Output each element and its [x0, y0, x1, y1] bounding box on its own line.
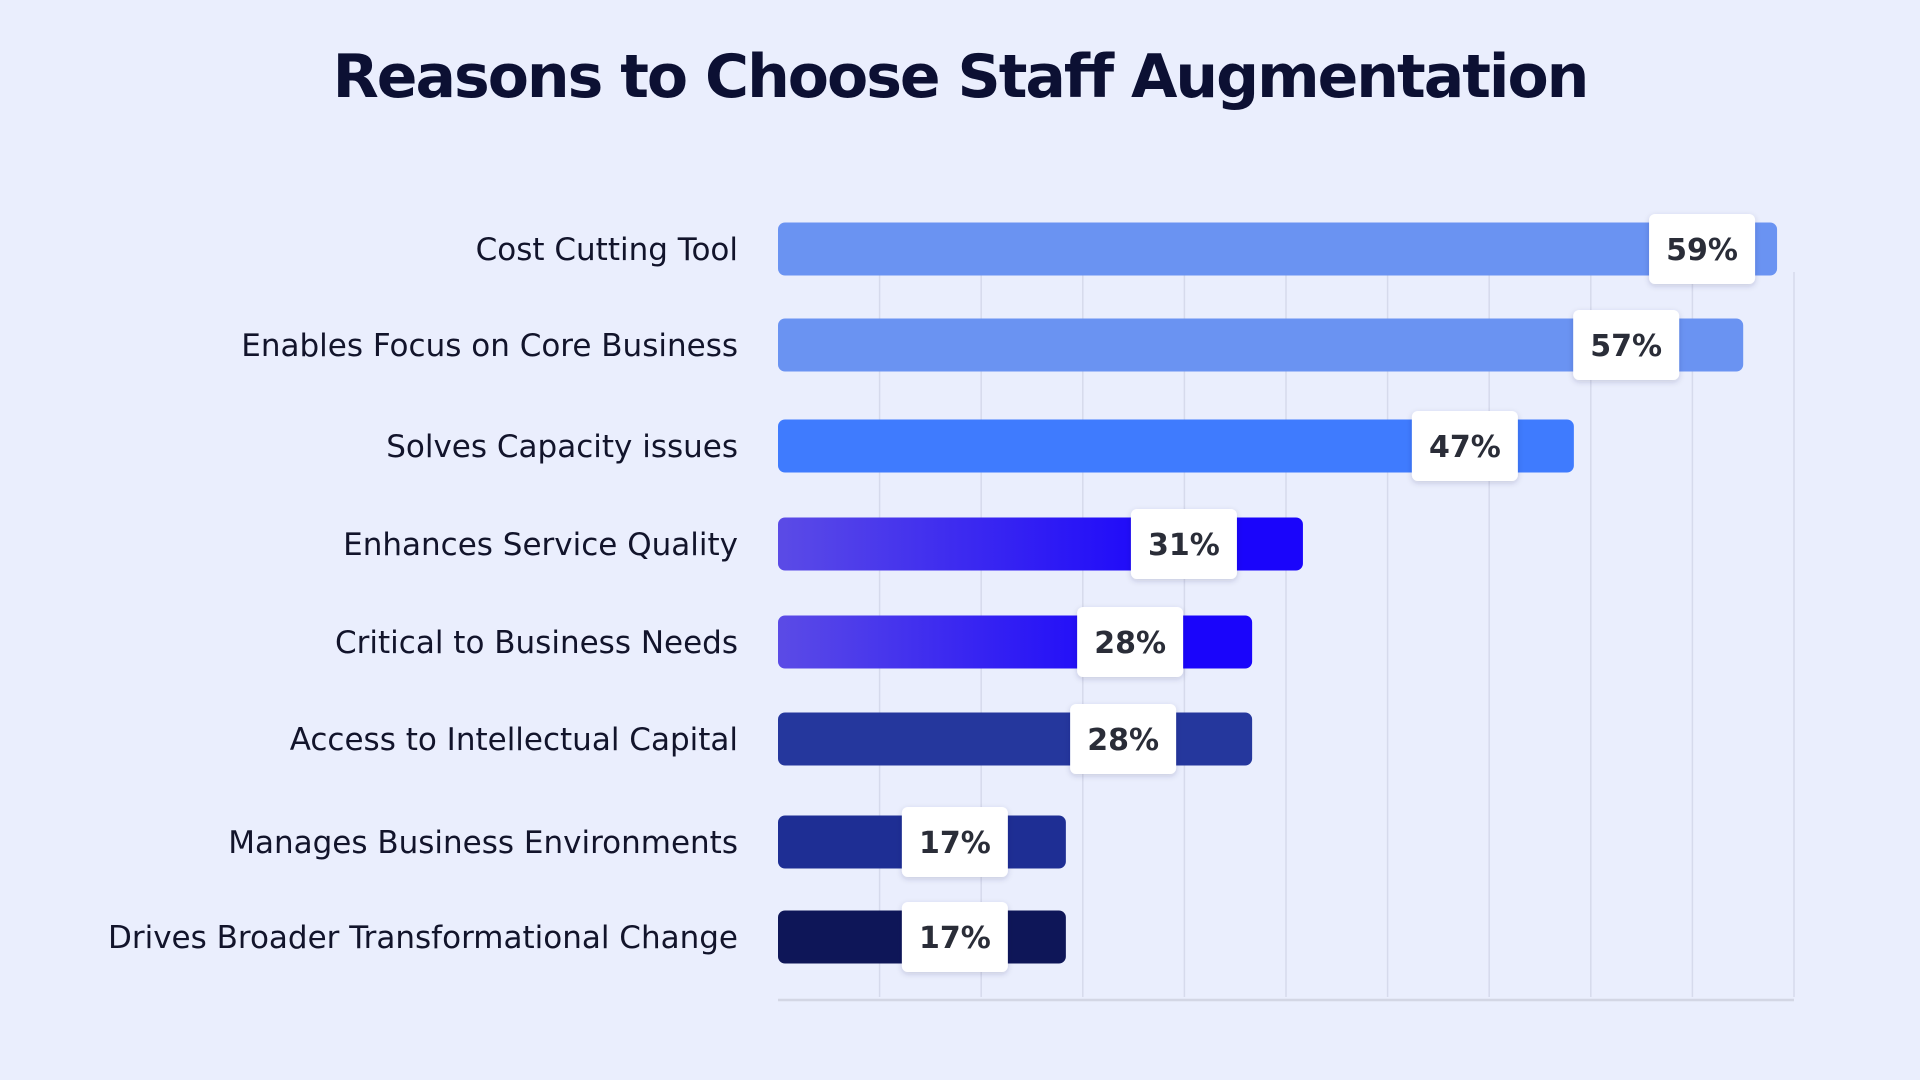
- bar: [778, 222, 1778, 276]
- value-label: 59%: [1666, 233, 1738, 268]
- category-label: Enhances Service Quality: [343, 527, 738, 563]
- category-label: Cost Cutting Tool: [476, 232, 738, 268]
- value-label-box: [1130, 509, 1237, 579]
- value-label-box: [1077, 607, 1184, 677]
- bar: [778, 318, 1744, 372]
- value-label: 17%: [919, 826, 991, 861]
- chart-title: Reasons to Choose Staff Augmentation: [332, 42, 1590, 112]
- category-label: Access to Intellectual Capital: [290, 722, 738, 758]
- value-label: 57%: [1590, 329, 1662, 364]
- bar: [778, 419, 1574, 473]
- category-label: Critical to Business Needs: [335, 625, 738, 661]
- value-label-box: [1573, 310, 1680, 380]
- value-label: 28%: [1087, 723, 1159, 758]
- value-label: 47%: [1429, 430, 1501, 465]
- category-label: Manages Business Environments: [228, 825, 738, 861]
- bar: [778, 712, 1253, 766]
- value-label-box: [1070, 704, 1177, 774]
- value-label: 17%: [919, 921, 991, 956]
- bar-layer: Cost Cutting Tool 59% Enables Focus on Cor…: [108, 214, 1778, 972]
- value-label-box: [901, 807, 1008, 877]
- category-label: Enables Focus on Core Business: [241, 328, 738, 364]
- value-label-box: [1649, 214, 1756, 284]
- value-label-box: [901, 902, 1008, 972]
- category-label: Drives Broader Transformational Change: [108, 920, 738, 956]
- value-label: 28%: [1094, 626, 1166, 661]
- value-label-box: [1411, 411, 1518, 481]
- value-label: 31%: [1148, 528, 1220, 563]
- category-label: Solves Capacity issues: [386, 429, 738, 465]
